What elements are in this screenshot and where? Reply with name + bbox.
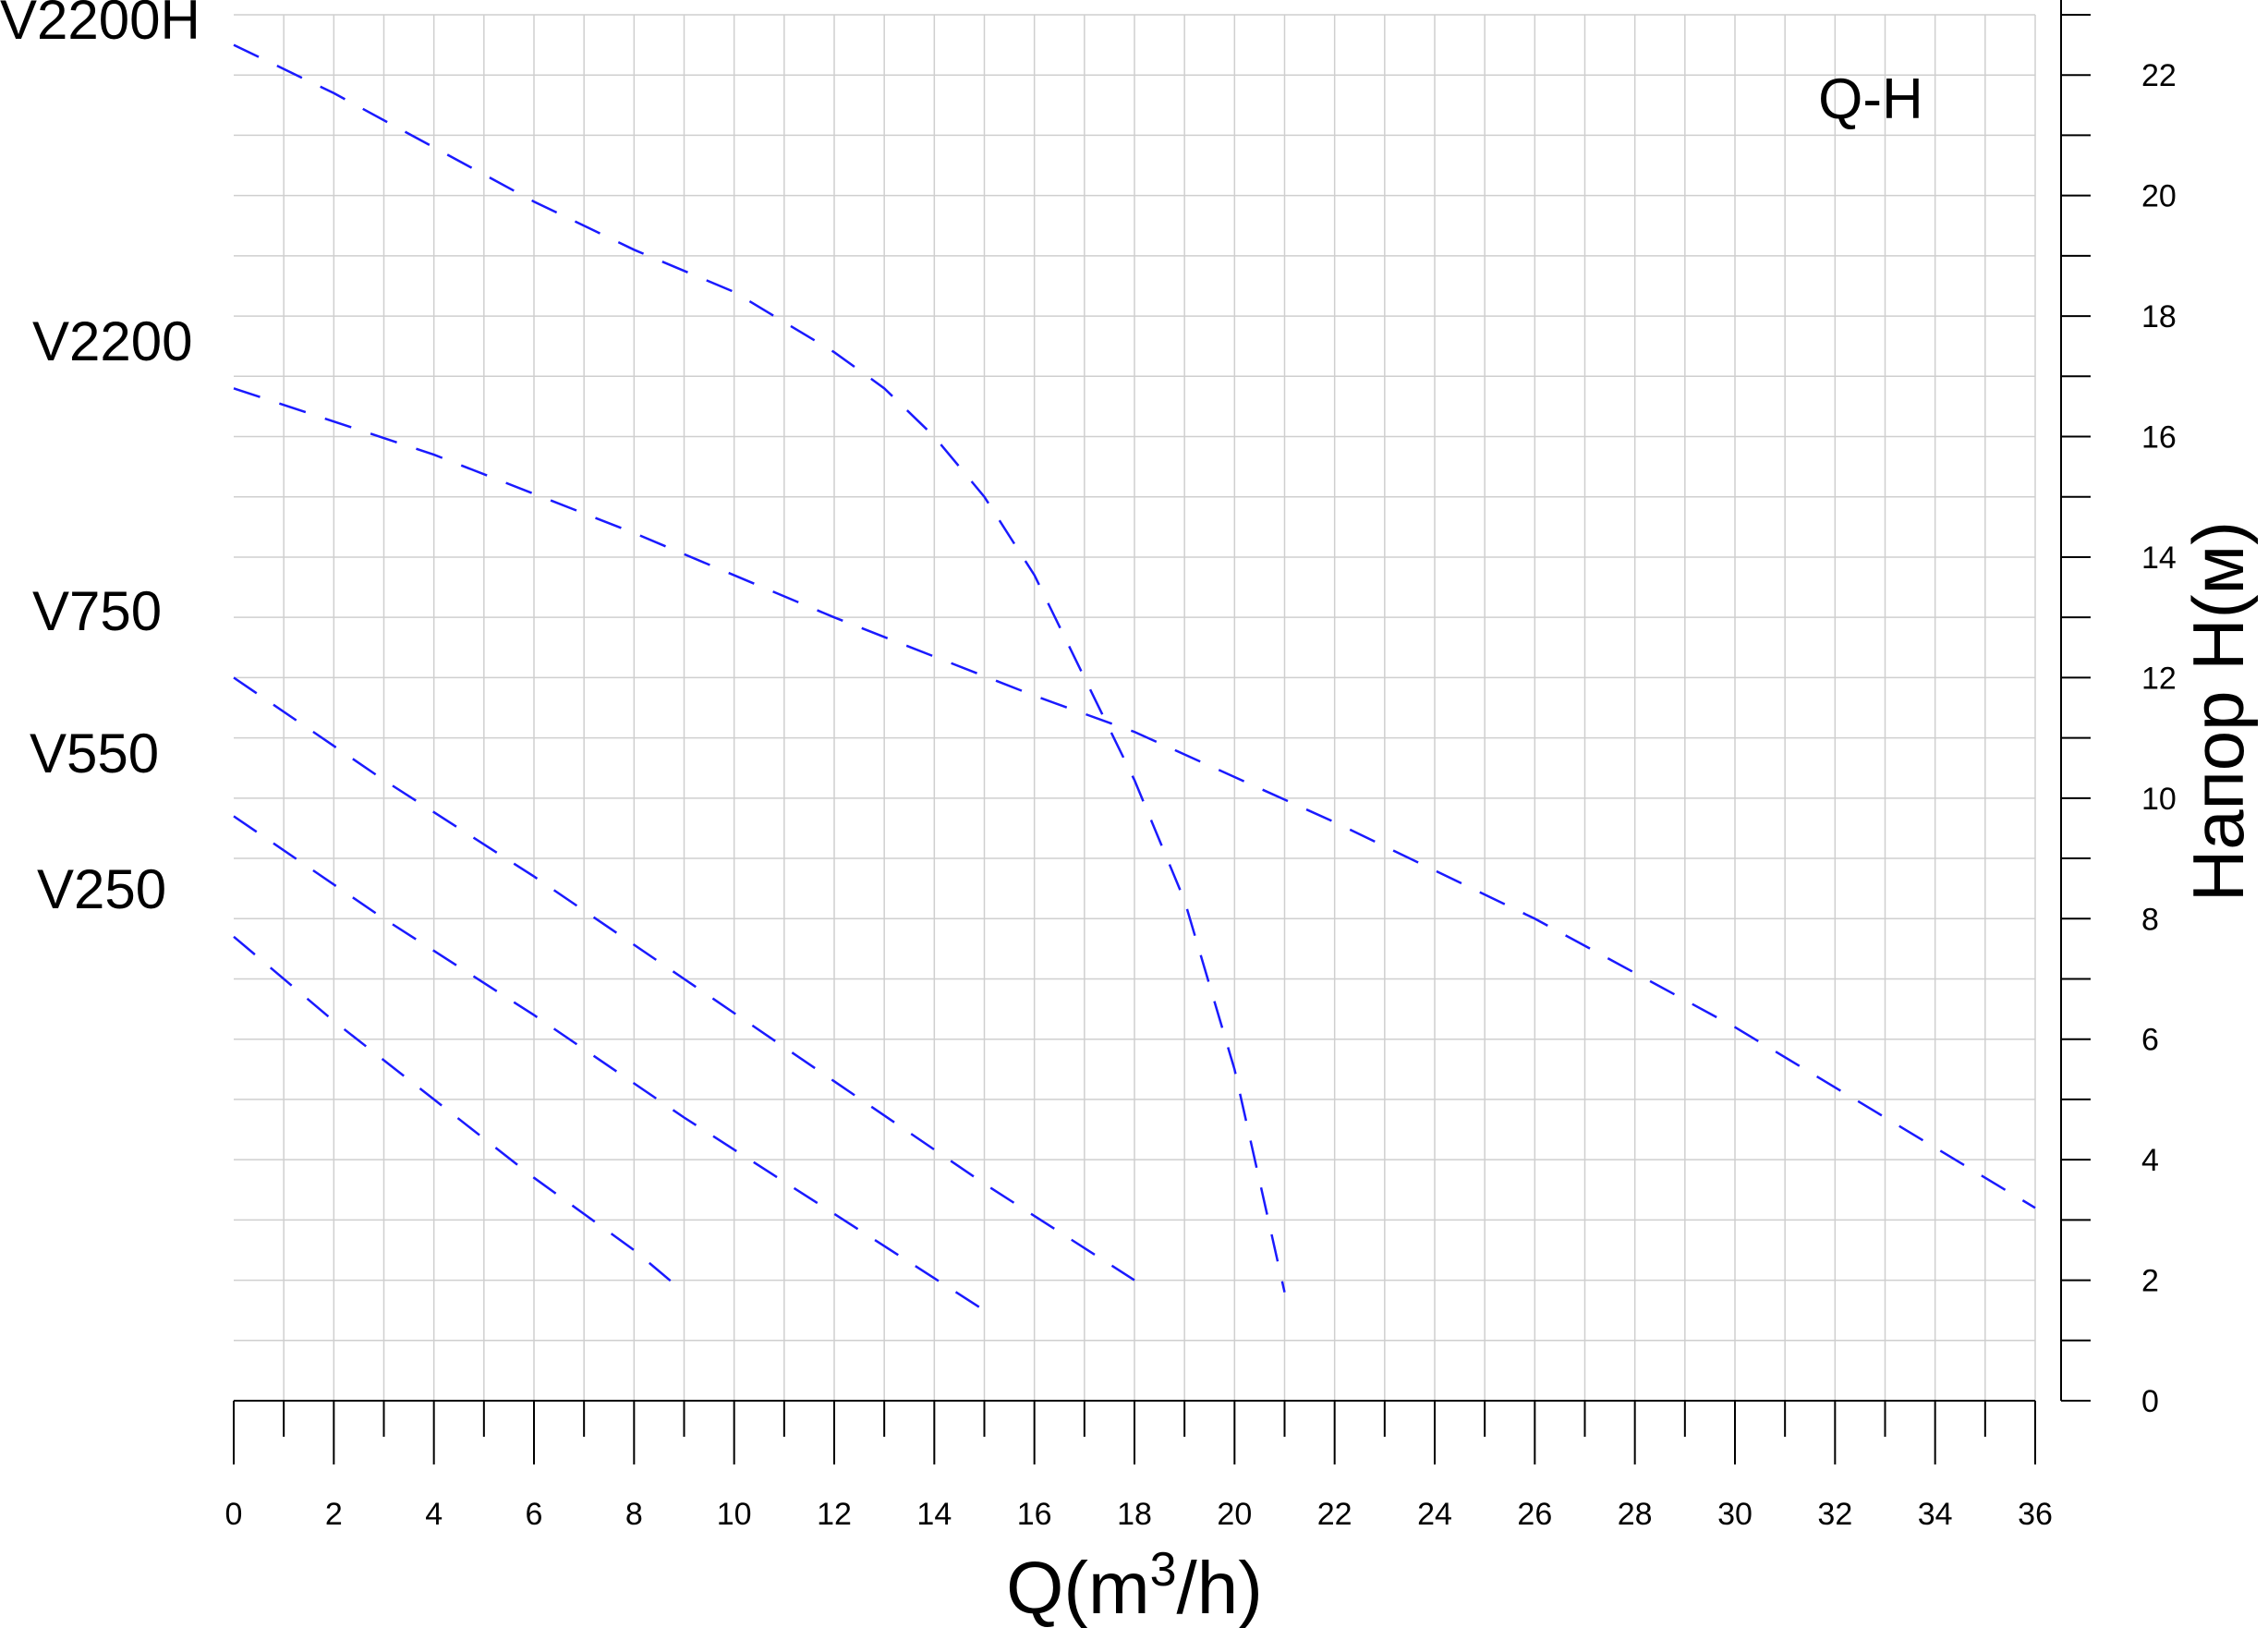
- series-line-v2200: [233, 387, 2036, 1209]
- y-tick-label: 10: [2141, 782, 2177, 817]
- grid: [234, 14, 2036, 1401]
- y-tick-label: 8: [2141, 902, 2159, 937]
- x-tick-label: 20: [1217, 1497, 1252, 1532]
- x-tick-label: 18: [1117, 1497, 1152, 1532]
- y-axis-ticks: 0 2 4 6 8 10 12 14 16 18 20 22: [2061, 14, 2177, 1419]
- x-axis-ticks: 0 2 4 6 8 10 12 14 16 18 20 22 24 26 28 30 32 34 36: [225, 1401, 2053, 1532]
- y-tick-label: 18: [2141, 299, 2177, 334]
- x-tick-label: 14: [916, 1497, 952, 1532]
- series-label-v250: V250: [37, 858, 166, 920]
- y-tick-label: 2: [2141, 1264, 2159, 1299]
- series-label-v2200h: V2200H: [0, 0, 200, 51]
- x-tick-label: 36: [2018, 1497, 2053, 1532]
- x-tick-label: 0: [225, 1497, 243, 1532]
- chart-title: Q-H: [1818, 67, 1923, 131]
- x-tick-label: 28: [1618, 1497, 1653, 1532]
- series-label-v550: V550: [30, 723, 159, 784]
- x-tick-label: 8: [625, 1497, 643, 1532]
- series-line-v250: [233, 935, 685, 1294]
- x-tick-label: 34: [1918, 1497, 1953, 1532]
- series-line-v750: [233, 676, 1135, 1282]
- x-tick-label: 16: [1017, 1497, 1052, 1532]
- x-tick-label: 26: [1517, 1497, 1552, 1532]
- y-tick-label: 16: [2141, 420, 2177, 456]
- x-axis-label: Q(m3/h): [1006, 1543, 1263, 1628]
- y-tick-label: 0: [2141, 1384, 2159, 1419]
- x-tick-label: 2: [325, 1497, 343, 1532]
- x-tick-label: 10: [717, 1497, 752, 1532]
- series-lines: [233, 43, 2036, 1312]
- x-tick-label: 12: [817, 1497, 852, 1532]
- x-tick-label: 30: [1717, 1497, 1753, 1532]
- x-tick-label: 32: [1817, 1497, 1852, 1532]
- series-line-v2200h: [233, 43, 1286, 1293]
- y-tick-label: 6: [2141, 1023, 2159, 1058]
- y-tick-label: 4: [2141, 1143, 2159, 1178]
- x-tick-label: 4: [425, 1497, 443, 1532]
- y-tick-label: 22: [2141, 58, 2177, 93]
- series-label-v2200: V2200: [32, 310, 193, 372]
- series-line-v550: [233, 815, 986, 1312]
- x-tick-label: 22: [1317, 1497, 1352, 1532]
- y-axis-label: Напор H(м): [2177, 521, 2259, 902]
- y-tick-label: 20: [2141, 179, 2177, 214]
- x-tick-label: 6: [526, 1497, 543, 1532]
- x-tick-label: 24: [1417, 1497, 1452, 1532]
- y-tick-label: 14: [2141, 541, 2177, 576]
- series-label-v750: V750: [32, 580, 162, 642]
- series-labels: V2200H V2200 V750 V550 V250: [0, 0, 200, 920]
- y-tick-label: 12: [2141, 661, 2177, 696]
